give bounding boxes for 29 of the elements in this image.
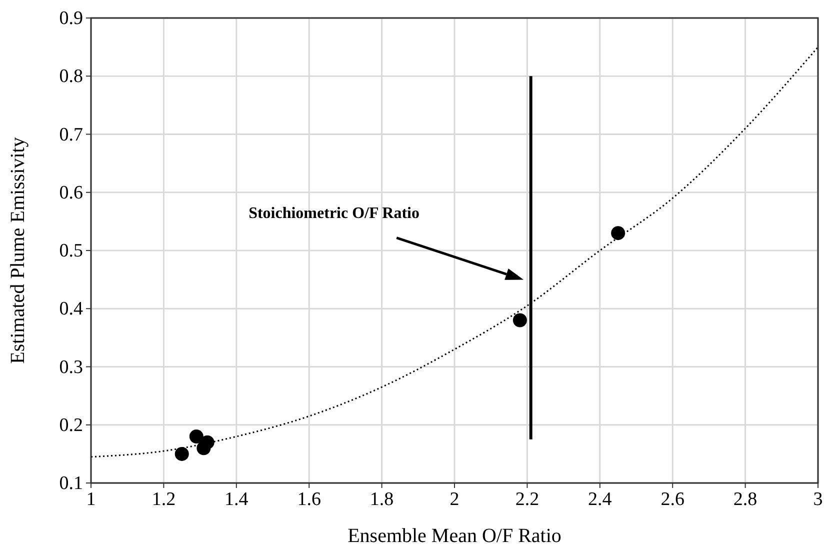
- y-tick-label: 0.7: [59, 124, 83, 146]
- y-tick-label: 0.9: [59, 8, 83, 29]
- x-tick-label: 1.8: [370, 489, 394, 510]
- x-tick-label: 3: [813, 489, 823, 510]
- point: [200, 435, 214, 450]
- y-tick-label: 0.2: [59, 414, 83, 436]
- y-tick-label: 0.8: [59, 66, 83, 88]
- y-tick-label: 0.5: [59, 240, 83, 262]
- annotation: Stoichiometric O/F Ratio: [248, 204, 420, 222]
- y-axis-title: Estimated Plume Emissivity: [7, 137, 29, 364]
- x-tick-label: 2.2: [515, 489, 540, 510]
- point: [174, 446, 189, 461]
- line-series: [90, 46, 819, 458]
- x-tick-label: 2: [450, 489, 460, 510]
- x-tick-label: 2.6: [660, 489, 684, 510]
- x-axis-title: Ensemble Mean O/F Ratio: [348, 525, 562, 547]
- x-tick-label: 2.8: [733, 489, 758, 510]
- x-tick-label: 1.6: [297, 489, 321, 510]
- x-tick-label: 1.2: [152, 489, 176, 510]
- y-tick-label: 0.3: [59, 356, 83, 378]
- point: [189, 430, 204, 444]
- point: [611, 226, 626, 240]
- point: [512, 313, 527, 328]
- y-tick-label: 0.4: [59, 298, 84, 320]
- y-tick-label: 0.6: [59, 182, 83, 204]
- x-tick-label: 1.4: [224, 489, 249, 510]
- x-tick-label: 1: [86, 489, 96, 510]
- x-tick-label: 2.4: [588, 489, 612, 510]
- y-tick-label: 0.1: [59, 473, 83, 494]
